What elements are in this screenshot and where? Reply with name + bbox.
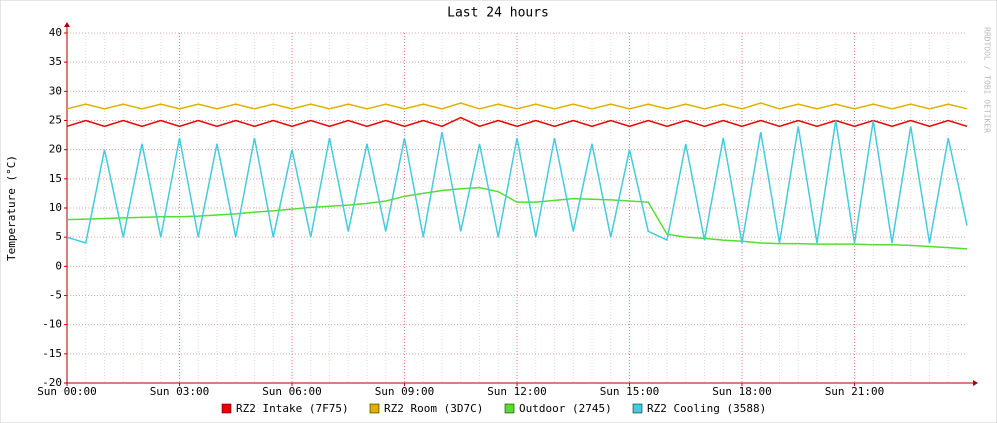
legend-swatch	[221, 403, 232, 414]
legend-swatch	[504, 403, 515, 414]
x-tick-label: Sun 09:00	[375, 385, 435, 398]
legend-label: RZ2 Cooling (3588)	[647, 402, 766, 415]
y-tick-label: -10	[42, 318, 62, 331]
legend-label: Outdoor (2745)	[519, 402, 612, 415]
series-line	[66, 120, 968, 244]
series-line	[66, 116, 968, 128]
y-tick-label: -20	[42, 376, 62, 389]
legend-label: RZ2 Intake (7F75)	[236, 402, 349, 415]
y-axis-arrow	[64, 22, 70, 27]
watermark: RRDTOOL / TOBI OETIKER	[983, 27, 992, 133]
y-tick-label: 10	[49, 201, 62, 214]
y-tick-label: -5	[49, 289, 62, 302]
series-line	[66, 186, 968, 250]
y-tick-label: 40	[49, 26, 62, 39]
legend-label: RZ2 Room (3D7C)	[384, 402, 483, 415]
y-tick-label: 5	[55, 230, 62, 243]
series-line	[66, 102, 968, 110]
y-tick-label: 30	[49, 84, 62, 97]
y-tick-label: 15	[49, 172, 62, 185]
legend-swatch	[632, 403, 643, 414]
x-tick-label: Sun 00:00	[37, 385, 97, 398]
legend-swatch	[369, 403, 380, 414]
chart-title: Last 24 hours	[447, 6, 549, 21]
x-tick-label: Sun 15:00	[600, 385, 660, 398]
x-tick-label: Sun 06:00	[262, 385, 322, 398]
x-axis-arrow	[973, 380, 978, 386]
x-tick-label: Sun 12:00	[487, 385, 547, 398]
x-tick-label: Sun 21:00	[825, 385, 885, 398]
x-tick-label: Sun 03:00	[150, 385, 210, 398]
y-axis-label: Temperature (°C)	[5, 155, 18, 261]
x-tick-label: Sun 18:00	[712, 385, 772, 398]
y-tick-label: 25	[49, 114, 62, 127]
y-tick-label: -15	[42, 347, 62, 360]
y-tick-label: 20	[49, 143, 62, 156]
y-tick-label: 0	[55, 259, 62, 272]
y-tick-label: 35	[49, 55, 62, 68]
